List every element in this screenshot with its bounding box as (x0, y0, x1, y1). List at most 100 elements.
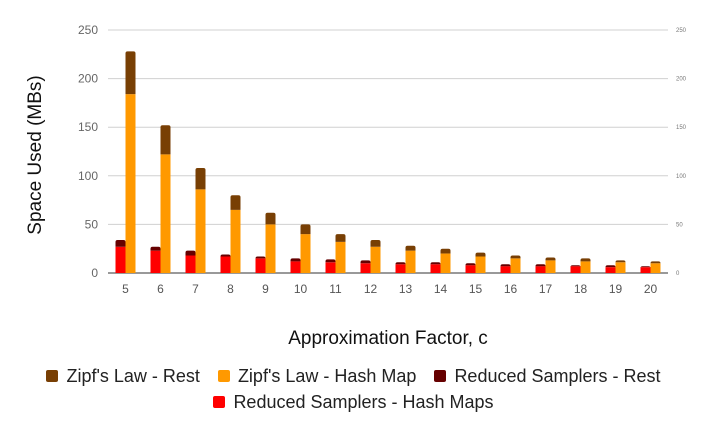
x-tick-label: 6 (157, 282, 164, 296)
secondary-y-tick-label: 200 (676, 77, 687, 83)
bar-zipf-hash-14 (440, 253, 451, 273)
bar-reduced-hash-11 (325, 262, 336, 273)
bar-reduced-rest-6 (150, 246, 161, 251)
bar-reduced-rest-16 (500, 264, 511, 267)
bar-reduced-hash-8 (220, 256, 231, 273)
secondary-y-axis-ticks: 0 50 100 150 200 250 (676, 28, 687, 277)
bar-reduced-hash-13 (395, 264, 406, 273)
x-tick-label: 11 (329, 282, 342, 296)
bar-reduced-rest-15 (465, 263, 476, 266)
x-tick-label: 14 (434, 282, 448, 296)
legend-entry: Reduced Samplers - Hash Maps (213, 391, 494, 413)
x-tick-label: 20 (644, 282, 658, 296)
y-tick-label: 50 (85, 217, 99, 231)
bar-zipf-rest-10 (300, 224, 311, 235)
gridlines (108, 29, 668, 274)
y-tick-label: 0 (91, 266, 98, 280)
legend-label: Reduced Samplers - Hash Maps (233, 391, 494, 412)
bar-zipf-hash-9 (265, 224, 276, 273)
bar-zipf-rest-7 (195, 168, 206, 190)
x-tick-label: 10 (294, 282, 308, 296)
legend-label: Reduced Samplers - Rest (454, 365, 661, 386)
bar-zipf-rest-6 (160, 125, 171, 155)
bar-reduced-rest-5 (115, 239, 126, 247)
bar-reduced-hash-12 (360, 263, 371, 273)
secondary-y-tick-label: 150 (676, 125, 687, 131)
bar-reduced-hash-15 (465, 265, 476, 273)
y-axis-label: Space Used (MBs) (25, 75, 46, 234)
bar-reduced-hash-17 (535, 266, 546, 273)
bar-reduced-hash-19 (605, 267, 616, 273)
bar-reduced-hash-7 (185, 255, 196, 273)
x-tick-label: 17 (539, 282, 553, 296)
bar-zipf-hash-5 (125, 94, 136, 273)
bar-zipf-hash-20 (650, 263, 661, 273)
bar-zipf-rest-18 (580, 258, 591, 262)
x-tick-label: 9 (262, 282, 269, 296)
bar-zipf-hash-19 (615, 262, 626, 273)
legend-label: Zipf's Law - Hash Map (237, 365, 417, 386)
x-tick-label: 12 (364, 282, 378, 296)
legend-entry: Zipf's Law - Hash Map (217, 365, 417, 387)
bar-reduced-hash-10 (290, 261, 301, 273)
legend-row-2: Reduced Samplers - Hash Maps (0, 389, 707, 415)
legend-swatch (434, 370, 447, 382)
bar-reduced-rest-8 (220, 254, 231, 257)
bar-zipf-hash-16 (510, 258, 521, 273)
x-axis-label: Approximation Factor, c (288, 328, 488, 349)
y-tick-label: 100 (78, 169, 98, 183)
secondary-y-tick-label: 0 (676, 271, 680, 277)
secondary-y-tick-label: 50 (676, 222, 683, 228)
x-tick-label: 5 (122, 282, 129, 296)
bar-reduced-rest-7 (185, 250, 196, 256)
bar-zipf-hash-12 (370, 246, 381, 273)
legend-entry: Reduced Samplers - Rest (434, 365, 661, 387)
bar-zipf-rest-14 (440, 248, 451, 254)
bar-zipf-hash-13 (405, 250, 416, 273)
bar-zipf-rest-11 (335, 234, 346, 242)
x-tick-label: 18 (574, 282, 588, 296)
secondary-y-tick-label: 100 (676, 174, 687, 180)
bar-zipf-hash-11 (335, 241, 346, 273)
bar-zipf-hash-17 (545, 260, 556, 273)
legend: Zipf's Law - Rest Zipf's Law - Hash Map Re… (0, 363, 707, 415)
bar-zipf-rest-16 (510, 255, 521, 259)
bar-reduced-hash-18 (570, 266, 581, 273)
x-tick-label: 8 (227, 282, 234, 296)
bar-reduced-hash-9 (255, 258, 266, 273)
legend-swatch (217, 370, 230, 382)
x-tick-label: 16 (504, 282, 518, 296)
x-tick-label: 7 (192, 282, 199, 296)
bar-zipf-rest-8 (230, 195, 241, 210)
bar-zipf-rest-12 (370, 239, 381, 247)
legend-label: Zipf's Law - Rest (66, 365, 200, 386)
legend-swatch (46, 370, 59, 382)
bar-reduced-rest-12 (360, 260, 371, 264)
bar-zipf-hash-7 (195, 189, 206, 273)
legend-swatch (213, 396, 226, 408)
bars (115, 51, 661, 273)
bar-zipf-rest-17 (545, 257, 556, 261)
x-tick-label: 19 (609, 282, 623, 296)
bar-reduced-rest-9 (255, 256, 266, 259)
y-tick-label: 150 (78, 120, 98, 134)
bar-zipf-rest-15 (475, 252, 486, 257)
bar-reduced-rest-13 (395, 262, 406, 265)
x-tick-label: 13 (399, 282, 413, 296)
x-axis-ticks: 5 6 7 8 9 10 11 12 13 14 15 16 17 18 19 20 (122, 282, 657, 296)
bar-zipf-rest-20 (650, 261, 661, 264)
x-tick-label: 15 (469, 282, 483, 296)
bar-reduced-rest-10 (290, 258, 301, 262)
bar-zipf-hash-8 (230, 209, 241, 273)
bar-reduced-hash-6 (150, 250, 161, 273)
y-tick-label: 200 (78, 72, 98, 86)
y-axis-ticks: 0 50 100 150 200 250 (78, 23, 98, 280)
bar-reduced-rest-17 (535, 264, 546, 267)
bar-zipf-hash-18 (580, 261, 591, 273)
bar-reduced-rest-11 (325, 259, 336, 263)
bar-zipf-rest-9 (265, 212, 276, 225)
secondary-y-tick-label: 250 (676, 28, 687, 34)
bar-zipf-hash-15 (475, 256, 486, 273)
bar-reduced-rest-18 (570, 265, 581, 268)
